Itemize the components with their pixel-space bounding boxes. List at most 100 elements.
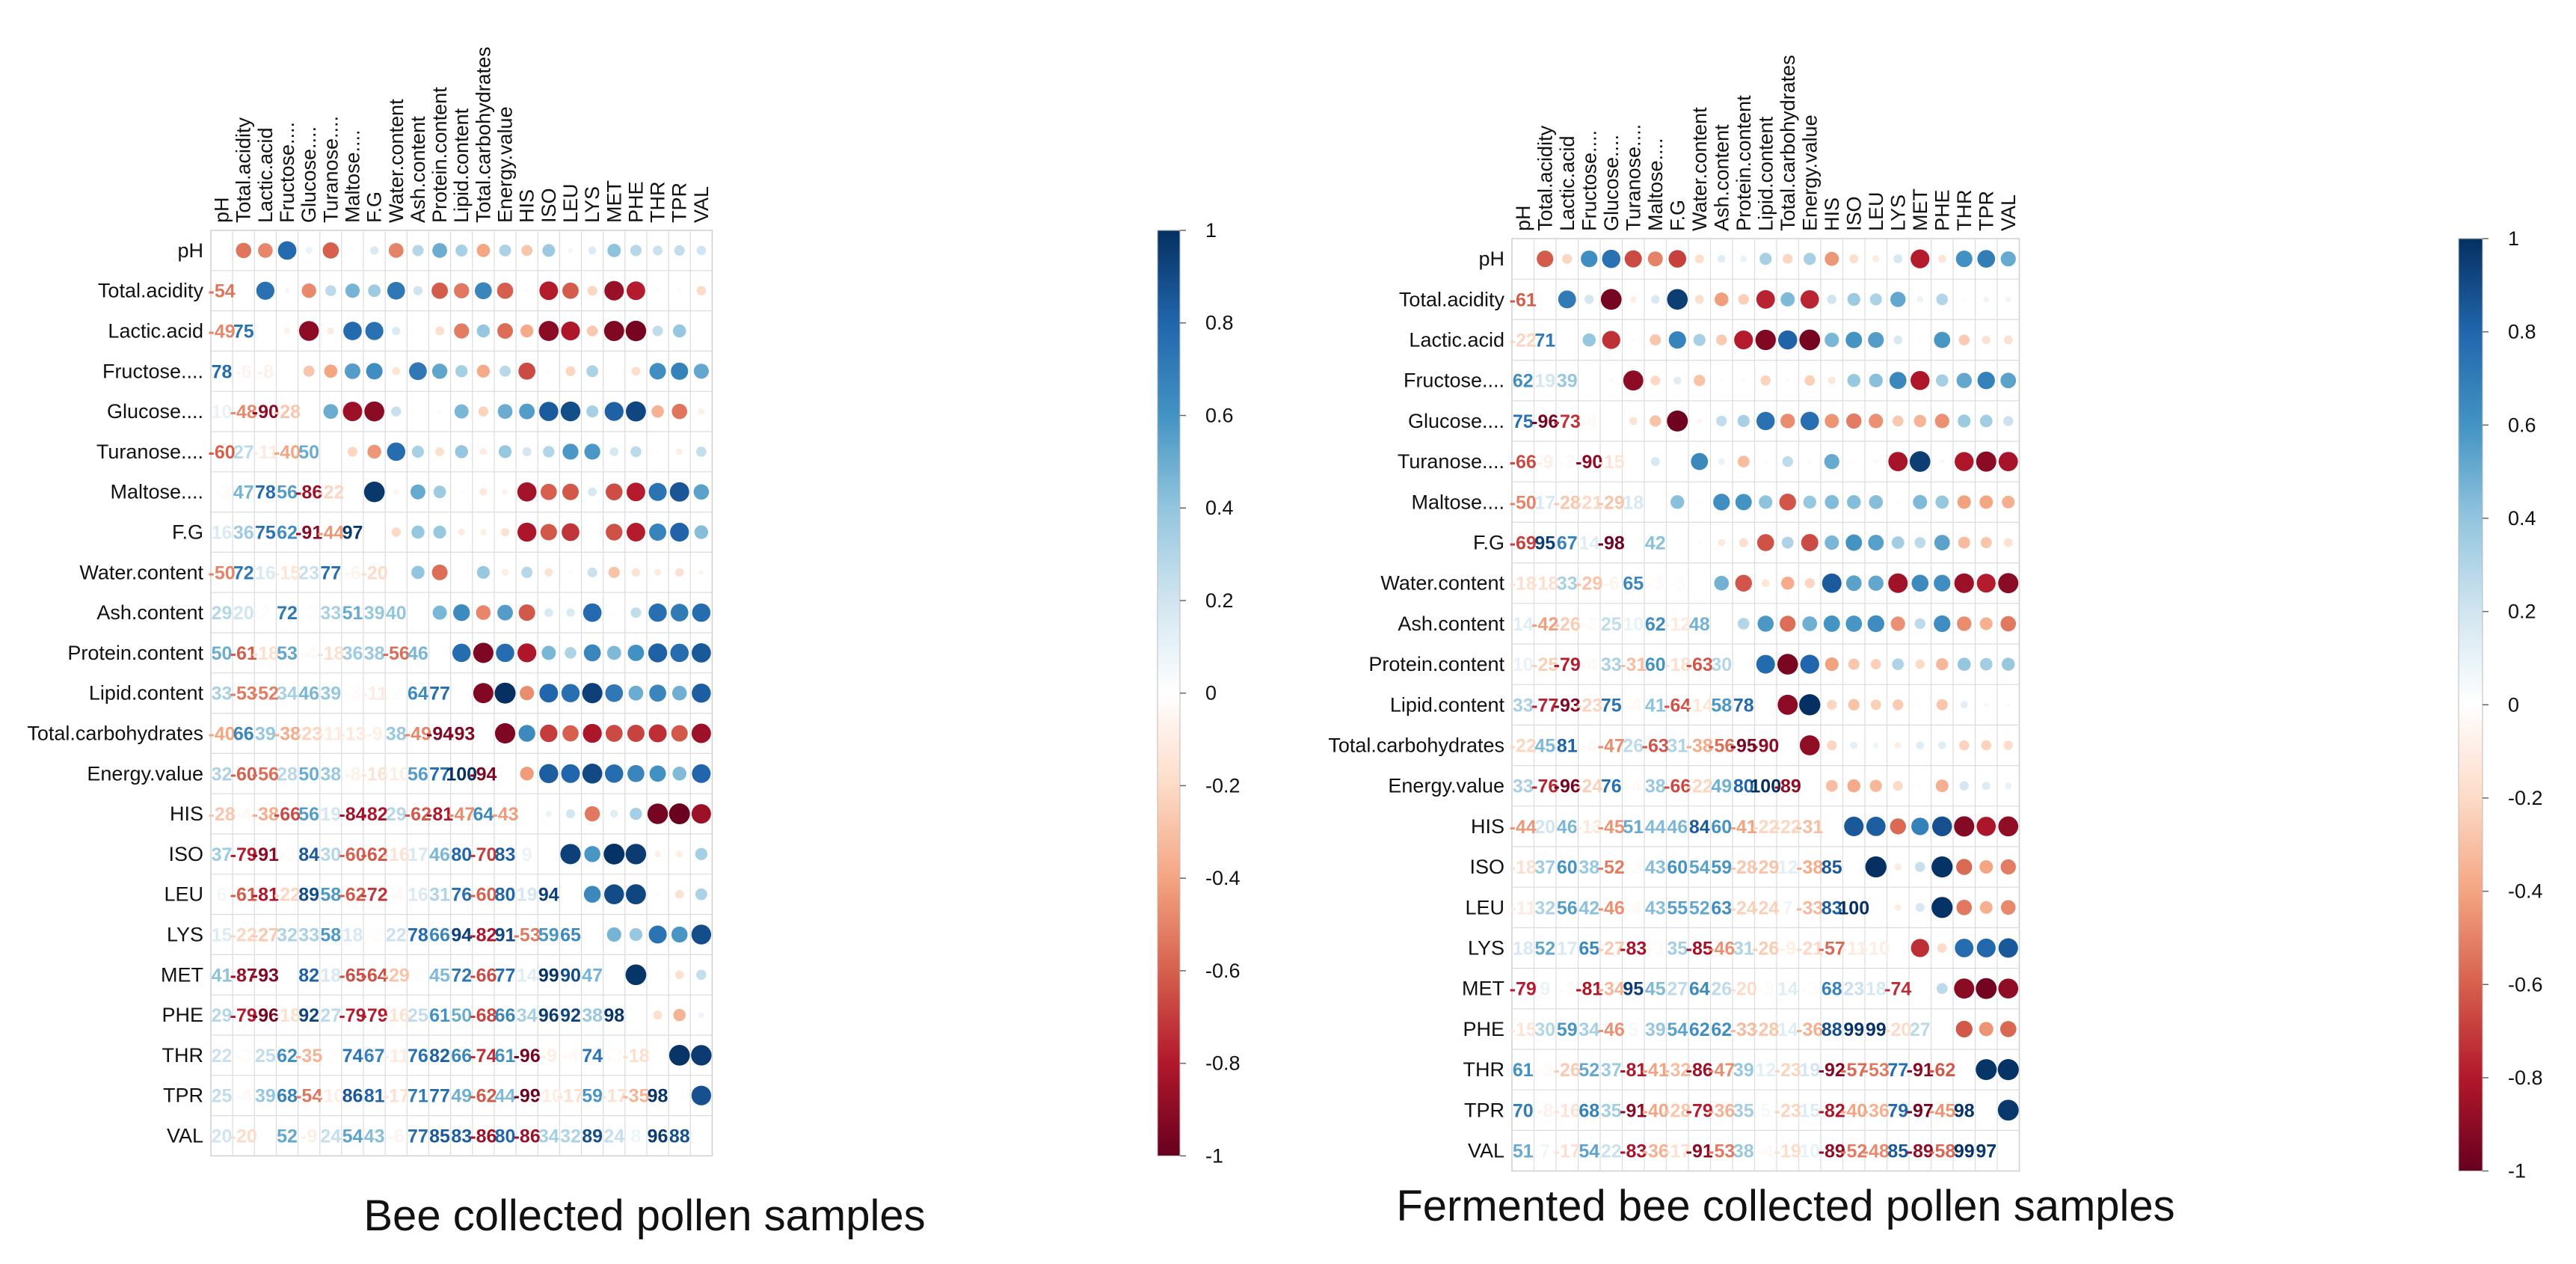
correlation-value: 7 xyxy=(1783,898,1793,918)
correlation-value: -16 xyxy=(361,764,388,785)
correlation-circle xyxy=(343,322,362,340)
correlation-circle xyxy=(1980,537,1992,548)
correlation-value: 54 xyxy=(1667,1019,1688,1040)
correlation-circle xyxy=(1976,574,1996,593)
column-label: pH xyxy=(1512,205,1534,231)
correlation-value: -83 xyxy=(1620,939,1647,960)
correlation-circle xyxy=(460,571,464,574)
correlation-circle xyxy=(1891,536,1905,549)
correlation-circle xyxy=(1827,740,1837,751)
row-label: Ash.content xyxy=(96,601,203,624)
column-label: Energy.value xyxy=(494,106,517,223)
correlation-circle xyxy=(258,243,273,258)
correlation-circle xyxy=(1828,376,1836,384)
correlation-circle xyxy=(454,404,469,419)
correlation-circle xyxy=(1982,335,1991,345)
correlation-circle xyxy=(568,248,574,254)
correlation-value: -74 xyxy=(1884,979,1911,1000)
column-label: Fructose.... xyxy=(276,122,298,223)
correlation-value: -61 xyxy=(1510,289,1537,310)
correlation-value: -91 xyxy=(1620,1100,1647,1121)
correlation-circle xyxy=(1668,331,1686,349)
correlation-value: -62 xyxy=(361,844,388,865)
correlation-value: -10 xyxy=(383,764,410,785)
correlation-circle xyxy=(588,246,597,255)
correlation-circle xyxy=(1998,938,2018,958)
correlation-circle xyxy=(1670,495,1685,509)
column-label: ISO xyxy=(1842,196,1865,231)
correlation-circle xyxy=(1845,331,1863,349)
correlation-value: 38 xyxy=(320,764,341,785)
correlation-value: 17 xyxy=(408,844,428,865)
correlation-value: 44 xyxy=(495,1086,516,1107)
correlation-circle xyxy=(668,803,690,825)
correlation-value: -1 xyxy=(1625,533,1641,554)
row-label: TPR xyxy=(1464,1099,1504,1121)
correlation-circle xyxy=(517,522,537,542)
correlation-value: 58 xyxy=(320,925,341,946)
correlation-circle xyxy=(345,363,360,379)
correlation-value: -29 xyxy=(1752,857,1779,878)
correlation-value: -52 xyxy=(1598,857,1625,878)
correlation-circle xyxy=(1866,817,1886,836)
correlation-value: -31 xyxy=(1620,654,1647,675)
correlation-value: 39 xyxy=(1645,1019,1666,1040)
correlation-value: 64 xyxy=(473,804,494,825)
correlation-value: 24 xyxy=(320,1126,341,1147)
column-label: Protein.content xyxy=(1733,95,1755,231)
correlation-circle xyxy=(1803,495,1816,509)
correlation-circle xyxy=(1735,574,1752,592)
correlation-circle xyxy=(1846,413,1862,429)
column-label: LEU xyxy=(559,183,582,223)
correlation-value: 85 xyxy=(429,1126,450,1147)
correlation-circle xyxy=(1976,978,1997,999)
correlation-circle xyxy=(1847,292,1860,306)
correlation-circle xyxy=(1716,334,1727,346)
correlation-value: -13 xyxy=(1576,817,1602,838)
correlation-circle xyxy=(1890,292,1906,307)
correlation-circle xyxy=(1631,338,1635,342)
correlation-circle xyxy=(1911,939,1929,957)
correlation-value: -72 xyxy=(361,885,388,906)
correlation-circle xyxy=(1890,818,1906,835)
correlation-circle xyxy=(497,323,513,339)
row-label: HIS xyxy=(170,803,203,825)
correlation-circle xyxy=(1893,254,1903,264)
correlation-circle xyxy=(1958,334,1970,346)
correlation-value: -36 xyxy=(1796,1019,1823,1040)
correlation-value: -22 xyxy=(274,885,301,906)
correlation-value: 19 xyxy=(1799,1060,1820,1081)
correlation-value: 75 xyxy=(1601,695,1622,716)
correlation-value: -41 xyxy=(1642,1060,1669,1081)
correlation-circle xyxy=(1804,578,1815,589)
correlation-circle xyxy=(1623,370,1644,391)
correlation-circle xyxy=(1935,495,1949,509)
correlation-value: 62 xyxy=(1513,371,1534,392)
correlation-circle xyxy=(1756,289,1775,309)
correlation-circle xyxy=(1824,453,1839,470)
correlation-circle xyxy=(1804,375,1816,386)
column-label: VAL xyxy=(1997,194,2020,231)
correlation-value: -28 xyxy=(1730,857,1757,878)
correlation-value: -28 xyxy=(1752,1019,1779,1040)
column-label: LYS xyxy=(581,186,603,223)
correlation-circle xyxy=(1537,251,1554,268)
correlation-circle xyxy=(1827,294,1837,304)
correlation-circle xyxy=(1825,494,1839,509)
correlation-value: -50 xyxy=(1510,492,1537,513)
correlation-circle xyxy=(586,365,599,378)
correlation-circle xyxy=(453,604,470,622)
correlation-value: -11 xyxy=(1841,939,1867,960)
colorbar-tick-label: -0.8 xyxy=(2508,1067,2543,1089)
correlation-value: -40 xyxy=(1840,1100,1867,1121)
correlation-circle xyxy=(1734,330,1753,350)
correlation-circle xyxy=(256,281,274,300)
correlation-circle xyxy=(605,725,623,742)
correlation-value: 27 xyxy=(233,442,254,463)
correlation-circle xyxy=(1799,694,1821,716)
row-label: Ash.content xyxy=(1398,613,1504,635)
correlation-circle xyxy=(303,365,315,377)
correlation-value: -94 xyxy=(470,764,497,785)
correlation-circle xyxy=(674,568,684,577)
correlation-value: 16 xyxy=(212,523,233,544)
